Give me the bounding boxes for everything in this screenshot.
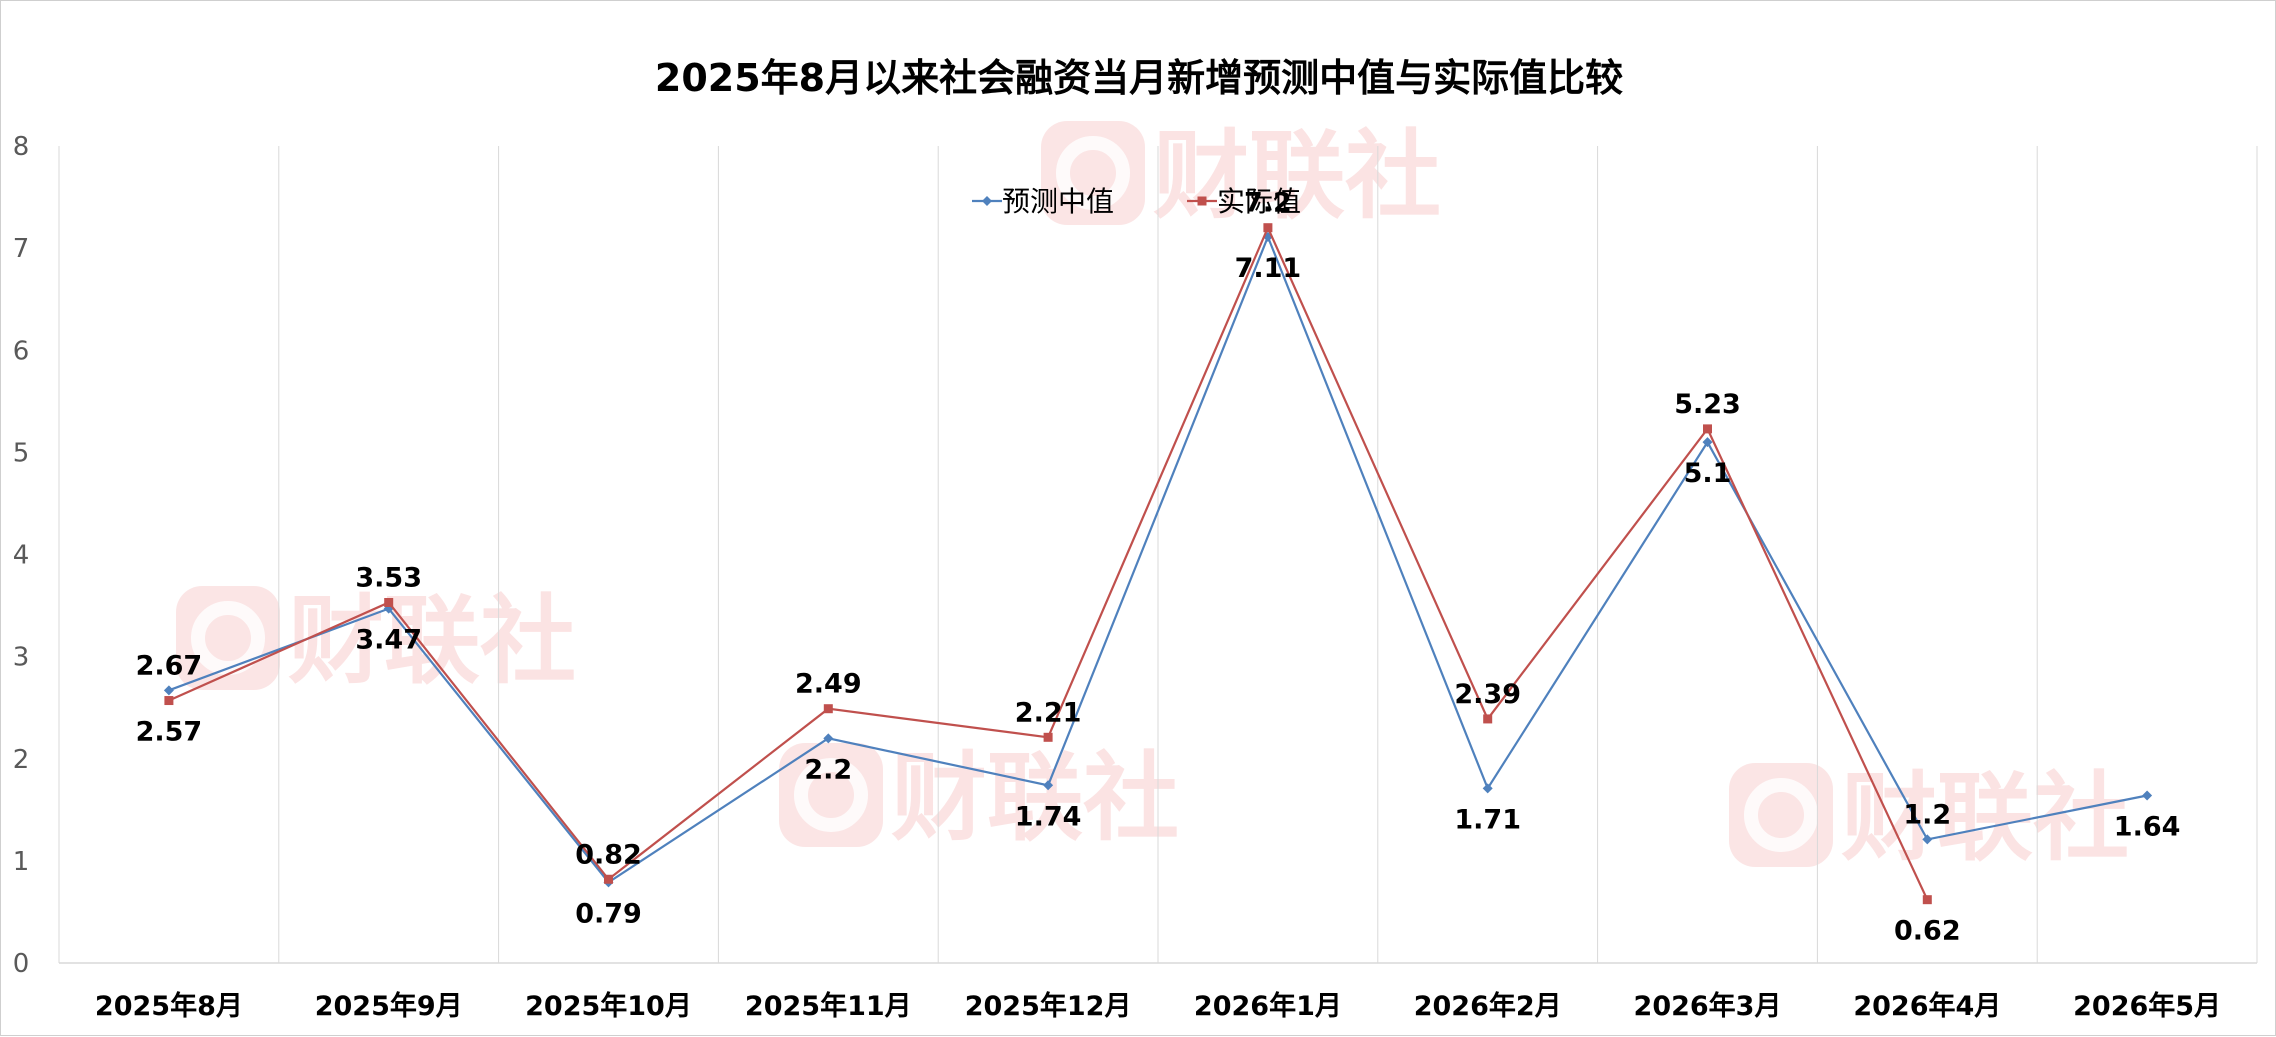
x-tick-label: 2026年5月 bbox=[2073, 990, 2221, 1022]
data-label-actual: 2.39 bbox=[1454, 679, 1521, 710]
data-label-forecast: 2.67 bbox=[136, 650, 203, 681]
watermark-text: 财联社 bbox=[288, 585, 576, 697]
data-point-actual bbox=[164, 696, 174, 706]
x-tick-label: 2025年12月 bbox=[965, 990, 1132, 1022]
data-point-forecast bbox=[1043, 780, 1054, 791]
watermark: 财联社 bbox=[779, 742, 1179, 854]
data-point-actual bbox=[1922, 895, 1932, 905]
legend-marker bbox=[982, 196, 992, 206]
data-label-forecast: 2.2 bbox=[804, 754, 852, 785]
legend-label: 预测中值 bbox=[1002, 185, 1114, 218]
watermark-text: 财联社 bbox=[1153, 120, 1441, 232]
cls-logo-ring bbox=[1056, 136, 1130, 210]
y-tick-label: 6 bbox=[13, 336, 30, 366]
data-point-actual bbox=[823, 704, 833, 714]
data-point-actual bbox=[1703, 424, 1712, 434]
data-label-forecast: 3.47 bbox=[355, 625, 422, 656]
x-tick-label: 2026年3月 bbox=[1634, 990, 1782, 1022]
data-point-forecast bbox=[1482, 783, 1493, 794]
data-label-forecast: 7.11 bbox=[1235, 253, 1302, 284]
y-tick-label: 7 bbox=[13, 234, 30, 264]
data-point-forecast bbox=[163, 685, 174, 696]
legend-marker bbox=[1197, 196, 1207, 206]
data-label-forecast: 1.74 bbox=[1015, 801, 1082, 832]
data-label-forecast: 1.71 bbox=[1454, 804, 1521, 835]
legend: 预测中值 实际值 bbox=[972, 185, 1301, 218]
data-label-actual: 0.62 bbox=[1894, 916, 1961, 947]
data-point-actual bbox=[384, 597, 394, 607]
x-tick-label: 2025年8月 bbox=[95, 990, 243, 1022]
x-axis: 2025年8月 2025年9月 2025年10月 2025年11月 2025年12月 20… bbox=[95, 990, 2221, 1022]
y-tick-label: 2 bbox=[13, 745, 30, 775]
data-label-forecast: 0.79 bbox=[575, 898, 642, 929]
y-tick-label: 5 bbox=[13, 438, 30, 468]
data-point-forecast bbox=[2142, 790, 2153, 801]
watermark: 财联社 bbox=[1041, 120, 1441, 232]
y-tick-label: 4 bbox=[13, 541, 30, 571]
legend-label: 实际值 bbox=[1217, 185, 1301, 218]
x-tick-label: 2026年1月 bbox=[1194, 990, 1342, 1022]
data-point-forecast bbox=[823, 733, 834, 744]
data-label-forecast: 1.64 bbox=[2114, 812, 2181, 843]
series-line-forecast bbox=[168, 233, 2148, 884]
x-tick-label: 2026年4月 bbox=[1853, 990, 2001, 1022]
data-label-actual: 5.23 bbox=[1674, 389, 1741, 420]
data-label-actual: 0.82 bbox=[575, 839, 642, 870]
x-tick-label: 2025年11月 bbox=[745, 990, 912, 1022]
data-point-forecast bbox=[1922, 834, 1933, 845]
data-point-forecast bbox=[1702, 437, 1713, 448]
data-label-forecast: 1.2 bbox=[1903, 799, 1951, 830]
data-label-actual: 2.57 bbox=[136, 717, 203, 748]
series-layer bbox=[163, 223, 2153, 905]
watermark-text: 财联社 bbox=[1841, 762, 2129, 874]
data-label-actual: 2.49 bbox=[795, 669, 862, 700]
y-tick-label: 1 bbox=[13, 847, 30, 877]
data-point-actual bbox=[1483, 714, 1493, 724]
y-tick-label: 8 bbox=[13, 132, 30, 162]
data-point-actual bbox=[604, 874, 613, 884]
cls-logo-ring bbox=[1744, 778, 1818, 852]
grid-layer bbox=[58, 146, 2258, 964]
x-tick-label: 2026年2月 bbox=[1414, 990, 1562, 1022]
y-tick-label: 3 bbox=[13, 643, 30, 673]
watermark-text: 财联社 bbox=[891, 742, 1179, 854]
data-point-actual bbox=[1043, 732, 1053, 742]
data-point-actual bbox=[1263, 223, 1273, 233]
y-tick-label: 0 bbox=[13, 949, 30, 979]
data-label-actual: 3.53 bbox=[355, 562, 422, 593]
watermark: 财联社 bbox=[176, 585, 576, 697]
data-label-layer: 2.67 2.57 3.47 3.53 0.79 0.82 2.2 2.49 1.74 2.21 7… bbox=[136, 188, 2181, 947]
data-label-forecast: 5.1 bbox=[1684, 458, 1732, 489]
x-tick-label: 2025年10月 bbox=[525, 990, 692, 1022]
chart-title: 2025年8月以来社会融资当月新增预测中值与实际值比较 bbox=[655, 56, 1623, 100]
cls-logo-ring bbox=[794, 758, 868, 832]
data-label-actual: 2.21 bbox=[1015, 697, 1082, 728]
x-tick-label: 2025年9月 bbox=[315, 990, 463, 1022]
data-label-actual: 7.2 bbox=[1244, 188, 1292, 219]
y-axis: 0 1 2 3 4 5 6 7 8 bbox=[13, 132, 30, 979]
